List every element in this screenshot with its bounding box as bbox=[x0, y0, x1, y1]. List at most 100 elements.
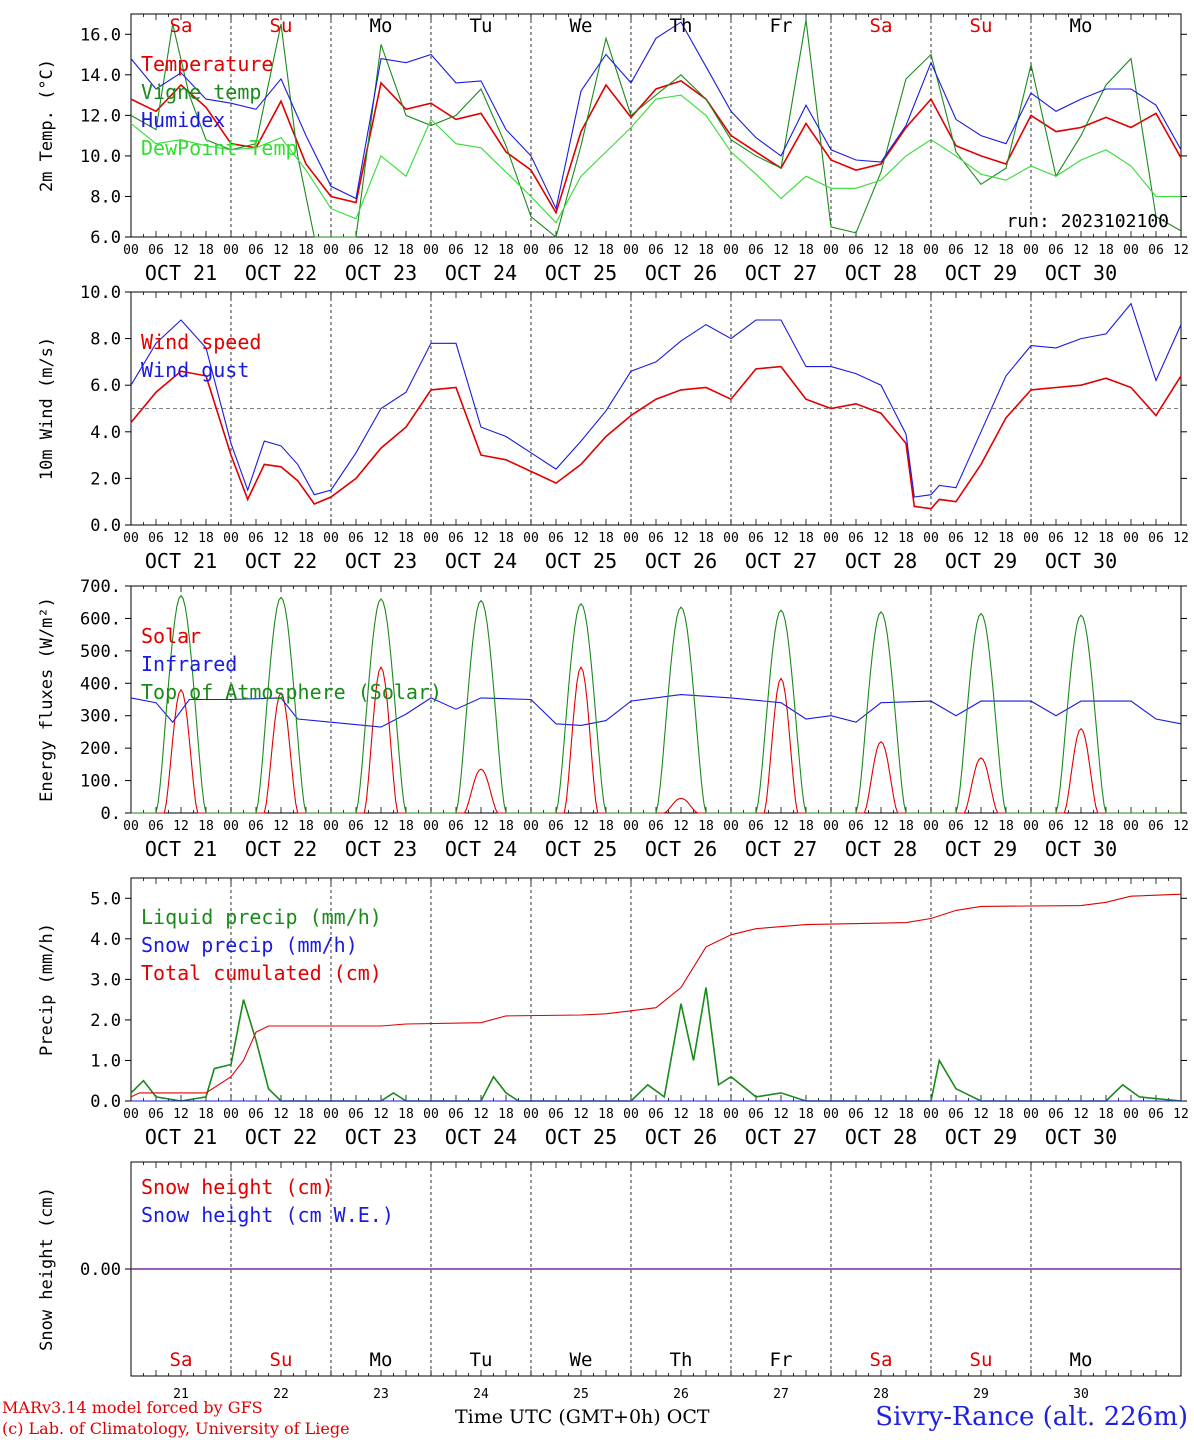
hour-tick-label: 00 bbox=[1123, 1107, 1139, 1122]
date-label: OCT 25 bbox=[545, 261, 617, 285]
date-label: OCT 26 bbox=[645, 1125, 717, 1149]
hour-tick-label: 06 bbox=[948, 243, 964, 258]
hour-tick-label: 12 bbox=[273, 819, 289, 834]
hour-tick-label: 18 bbox=[198, 1107, 214, 1122]
hour-tick-label: 12 bbox=[1073, 1107, 1089, 1122]
hour-tick-label: 06 bbox=[848, 1107, 864, 1122]
day-number-label: 24 bbox=[473, 1387, 489, 1402]
time-axis-label: Time UTC (GMT+0h) OCT bbox=[455, 1406, 710, 1428]
hour-tick-label: 06 bbox=[148, 819, 164, 834]
hour-tick-label: 18 bbox=[698, 243, 714, 258]
hour-tick-label: 00 bbox=[523, 243, 539, 258]
hour-tick-label: 12 bbox=[473, 819, 489, 834]
date-label: OCT 23 bbox=[345, 261, 417, 285]
date-label: OCT 27 bbox=[745, 1125, 817, 1149]
hour-tick-label: 06 bbox=[948, 1107, 964, 1122]
hour-tick-label: 06 bbox=[448, 243, 464, 258]
hour-tick-label: 18 bbox=[498, 819, 514, 834]
hour-tick-label: 12 bbox=[973, 243, 989, 258]
hour-tick-label: 00 bbox=[323, 243, 339, 258]
hour-tick-label: 12 bbox=[1073, 243, 1089, 258]
hour-tick-label: 00 bbox=[223, 243, 239, 258]
hour-tick-label: 00 bbox=[223, 531, 239, 546]
hour-tick-label: 12 bbox=[973, 531, 989, 546]
series-line-total-cumulated-cm- bbox=[130, 893, 1182, 1098]
hour-tick-label: 18 bbox=[998, 243, 1014, 258]
hour-tick-label: 12 bbox=[773, 819, 789, 834]
weekday-label: Fr bbox=[770, 1349, 793, 1371]
hour-tick-label: 18 bbox=[698, 1107, 714, 1122]
date-label: OCT 21 bbox=[145, 261, 217, 285]
hour-tick-label: 00 bbox=[523, 1107, 539, 1122]
weekday-label: Mo bbox=[370, 1349, 393, 1371]
date-label: OCT 24 bbox=[445, 1125, 517, 1149]
lab-credit: (c) Lab. of Climatology, University of L… bbox=[2, 1419, 350, 1438]
month-label: OCT bbox=[666, 1406, 710, 1428]
legend-entry: Snow height (cm) bbox=[141, 1175, 334, 1199]
date-label: OCT 30 bbox=[1045, 549, 1117, 573]
hour-tick-label: 12 bbox=[773, 1107, 789, 1122]
y-tick-label: 3.0 bbox=[90, 970, 121, 990]
hour-tick-label: 00 bbox=[523, 531, 539, 546]
series-line-humidex bbox=[130, 21, 1182, 211]
hour-tick-label: 00 bbox=[423, 1107, 439, 1122]
y-tick-label: 0.0 bbox=[90, 1092, 121, 1112]
hour-tick-label: 18 bbox=[598, 819, 614, 834]
date-label: OCT 29 bbox=[945, 837, 1017, 861]
legend-entry: Wind gust bbox=[141, 358, 249, 382]
hour-tick-label: 06 bbox=[1148, 1107, 1164, 1122]
hour-tick-label: 00 bbox=[123, 243, 139, 258]
series-line-wind-gust bbox=[130, 302, 1182, 498]
hour-tick-label: 00 bbox=[923, 243, 939, 258]
y-tick-label: 300. bbox=[80, 707, 121, 727]
hour-tick-label: 06 bbox=[748, 1107, 764, 1122]
hour-tick-label: 00 bbox=[323, 1107, 339, 1122]
day-number-label: 29 bbox=[973, 1387, 989, 1402]
hour-tick-label: 18 bbox=[198, 243, 214, 258]
hour-tick-label: 18 bbox=[498, 243, 514, 258]
date-label: OCT 24 bbox=[445, 837, 517, 861]
y-tick-label: 4.0 bbox=[90, 423, 121, 443]
hour-tick-label: 06 bbox=[948, 819, 964, 834]
hour-tick-label: 18 bbox=[798, 531, 814, 546]
hour-tick-label: 00 bbox=[923, 1107, 939, 1122]
hour-tick-label: 12 bbox=[573, 531, 589, 546]
hour-tick-label: 12 bbox=[673, 819, 689, 834]
hour-tick-label: 18 bbox=[898, 819, 914, 834]
y-tick-label: 700. bbox=[80, 577, 121, 597]
date-label: OCT 27 bbox=[745, 837, 817, 861]
legend-entry: Vigne temp bbox=[141, 80, 261, 104]
hour-tick-label: 18 bbox=[598, 1107, 614, 1122]
legend-entry: Snow height (cm W.E.) bbox=[141, 1203, 394, 1227]
weekday-label: We bbox=[570, 15, 593, 37]
hour-tick-label: 18 bbox=[798, 243, 814, 258]
y-axis-label: Snow height (cm) bbox=[37, 1187, 57, 1351]
date-label: OCT 27 bbox=[745, 261, 817, 285]
hour-tick-label: 18 bbox=[1098, 531, 1114, 546]
hour-tick-label: 12 bbox=[673, 243, 689, 258]
hour-tick-label: 00 bbox=[723, 1107, 739, 1122]
date-label: OCT 25 bbox=[545, 549, 617, 573]
legend-entry: Infrared bbox=[141, 652, 237, 676]
series-line-liquid-precip-mm-h- bbox=[130, 987, 1182, 1102]
hour-tick-label: 06 bbox=[248, 819, 264, 834]
hour-tick-label: 06 bbox=[448, 1107, 464, 1122]
date-label: OCT 29 bbox=[945, 1125, 1017, 1149]
legend-entry: DewPoint Temp bbox=[141, 136, 298, 160]
date-label: OCT 23 bbox=[345, 1125, 417, 1149]
hour-tick-label: 00 bbox=[823, 819, 839, 834]
hour-tick-label: 12 bbox=[473, 531, 489, 546]
y-tick-label: 16.0 bbox=[80, 25, 121, 45]
day-number-label: 25 bbox=[573, 1387, 589, 1402]
date-label: OCT 28 bbox=[845, 261, 917, 285]
hour-tick-label: 18 bbox=[298, 819, 314, 834]
hour-tick-label: 18 bbox=[698, 819, 714, 834]
legend-entry: Wind speed bbox=[141, 330, 261, 354]
hour-tick-label: 00 bbox=[123, 819, 139, 834]
hour-tick-label: 06 bbox=[248, 1107, 264, 1122]
hour-tick-label: 18 bbox=[498, 531, 514, 546]
date-label: OCT 22 bbox=[245, 549, 317, 573]
hour-tick-label: 12 bbox=[873, 243, 889, 258]
hour-tick-label: 06 bbox=[248, 243, 264, 258]
hour-tick-label: 18 bbox=[898, 531, 914, 546]
